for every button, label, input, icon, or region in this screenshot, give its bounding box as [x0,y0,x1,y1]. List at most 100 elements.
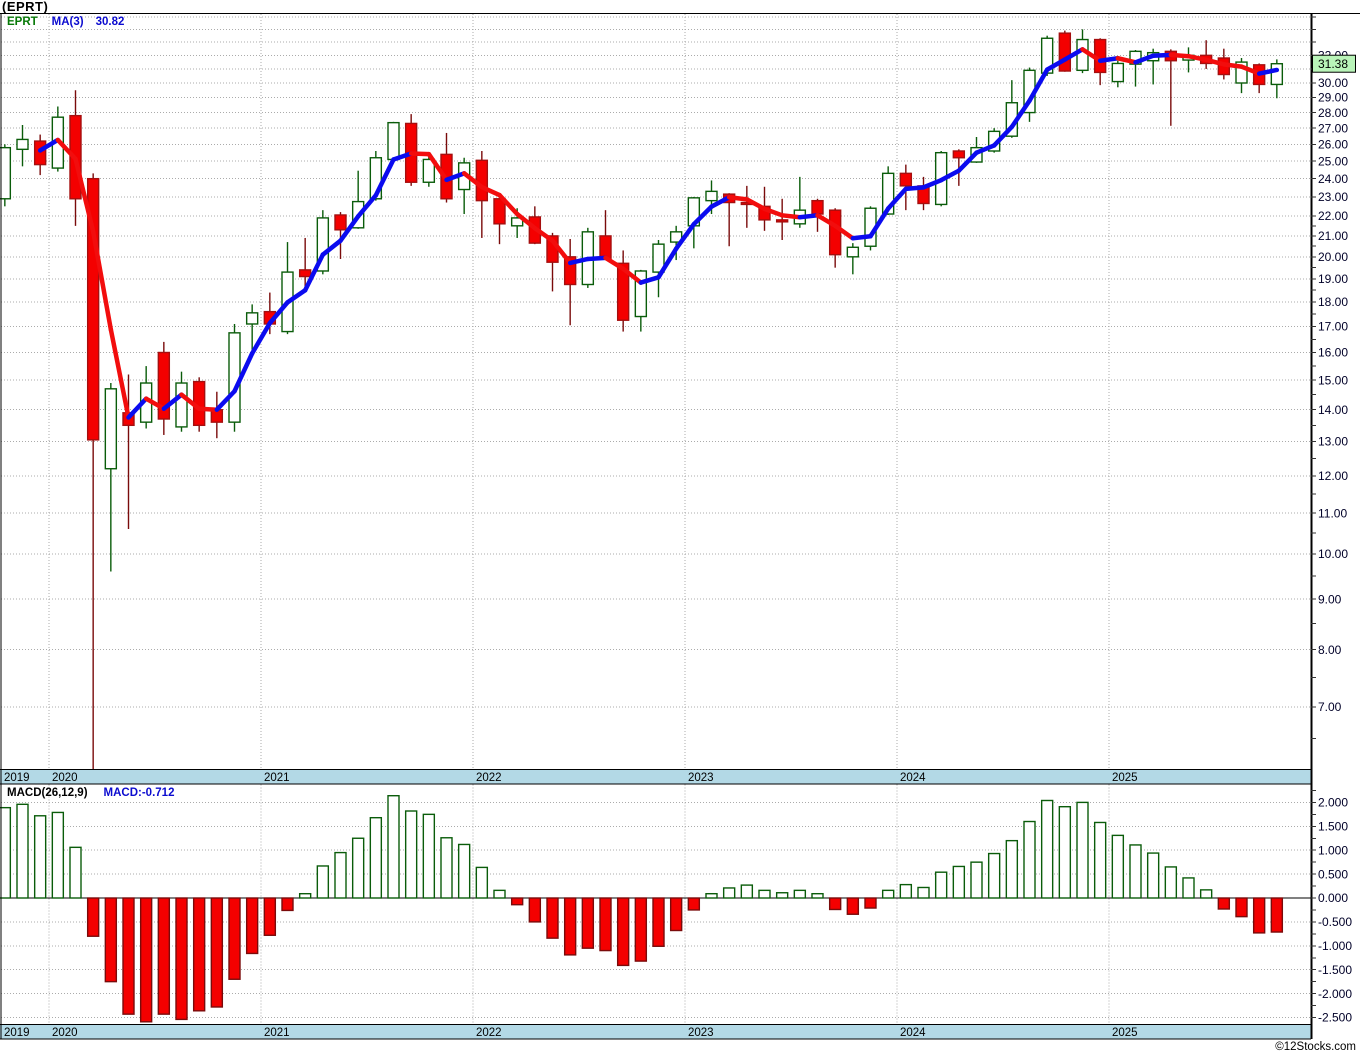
ma-segment [938,168,962,183]
ma-segment [603,255,626,272]
macd-bar [899,883,913,899]
year-label: 2025 [1112,772,1138,784]
ma-segment [1027,67,1050,103]
macd-bar [122,897,135,1015]
ma-segment [373,157,396,198]
ma-segment [885,186,909,211]
macd-bar [104,897,118,983]
macd-legend-label: MACD(26,12,9) [7,787,88,799]
candle-body [952,150,966,159]
ma-segment [532,225,555,243]
macd-bar [1235,897,1248,918]
ma-segment [232,351,255,394]
candle-body [1058,32,1072,72]
year-label: 2024 [900,772,926,784]
ma-segment [991,124,1015,148]
macd-bar [475,866,489,899]
macd-bar [793,889,807,899]
ma-segment [338,214,361,243]
ma-segment [302,252,326,293]
candle-body [475,159,489,202]
macd-bar [722,887,736,899]
candle-body [510,217,524,227]
price-axis-label: 17.00 [1318,320,1348,334]
ma-segment [797,213,820,220]
candle-body [245,312,259,325]
macd-bar [1129,844,1142,899]
ma-segment [37,137,61,153]
macd-axis-label: 1.500 [1318,820,1348,834]
macd-axis-label: 0.000 [1318,891,1348,905]
candle-body [599,235,612,260]
ma-segment [868,206,891,239]
candle-body [86,177,100,441]
year-label: 2022 [476,1027,502,1039]
price-axis-label: 19.00 [1318,272,1348,286]
ma-segment [497,192,520,217]
macd-bar [934,871,948,899]
macd-bar [846,897,860,915]
candle-body [422,158,436,183]
price-axis-label: 9.00 [1318,592,1342,606]
macd-bar [369,816,383,899]
price-legend: EPRT MA(3) 30.82 [7,16,124,28]
candle-body [1235,61,1248,84]
price-axis-label: 14.00 [1318,403,1348,417]
candle-body [899,172,913,187]
year-label: 2024 [900,1027,926,1039]
year-label: 2022 [476,772,502,784]
macd-bar [952,865,966,899]
ma-segment [1168,52,1191,59]
candle-body [705,190,718,202]
macd-bar [440,837,453,899]
macd-bar [1005,839,1019,899]
candle-body [881,172,895,215]
price-axis-label: 22.00 [1318,209,1348,223]
ma-segment [956,150,979,173]
price-axis-label: 24.00 [1318,172,1348,186]
macd-bar [687,897,701,911]
macd-bar [510,897,524,906]
macd-bar [669,897,683,932]
price-axis-label: 7.00 [1318,700,1342,714]
price-axis-label: 18.00 [1318,295,1348,309]
ma-segment [832,223,856,241]
price-axis-label: 23.00 [1318,190,1348,204]
ma-segment [815,213,838,229]
candle-body [846,246,860,258]
ma-segment [90,229,114,332]
macd-bar [758,889,771,899]
ma-segment [709,194,732,209]
price-axis-label: 29.00 [1318,91,1348,105]
macd-bar [298,892,312,899]
macd-axis-label: -1.000 [1318,939,1352,953]
macd-bar [334,851,347,899]
macd-axis-label: 1.000 [1318,843,1348,857]
macd-bar [652,897,665,947]
price-axis-label: 20.00 [1318,250,1348,264]
macd-bar [281,897,294,912]
price-axis-label: 26.00 [1318,138,1348,152]
ma-segment [55,137,78,162]
ma-segment [479,184,502,198]
macd-bar [987,852,1001,899]
price-axis-label: 13.00 [1318,435,1348,449]
macd-legend: MACD(26,12,9) MACD:-0.712 [7,787,174,799]
year-label: 2019 [4,1027,30,1039]
price-axis-label: 25.00 [1318,154,1348,168]
ma-segment [161,392,184,411]
ma-segment [514,211,538,231]
macd-bar [634,897,648,962]
macd-bar [1182,877,1195,899]
price-axis-label: 30.00 [1318,76,1348,90]
ma-segment [1080,47,1103,63]
candle-body [316,217,330,272]
macd-bar [1252,897,1266,934]
macd-bar [581,897,595,949]
candle-body [634,270,648,318]
macd-bar [139,897,153,1023]
ma-segment [73,156,96,234]
price-badge [1312,54,1356,73]
macd-bar [493,889,506,899]
macd-bar [422,813,436,899]
